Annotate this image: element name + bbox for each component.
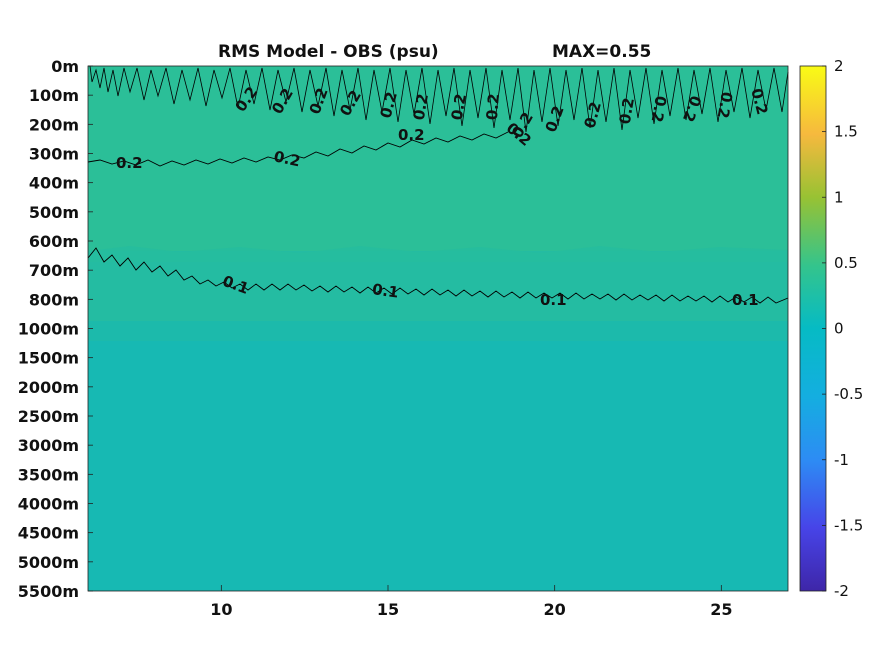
y-tick-label: 3500m	[18, 465, 79, 484]
y-tick-label: 700m	[29, 261, 79, 280]
y-tick-label: 4500m	[18, 524, 79, 543]
colorbar-tick-label: 0.5	[834, 254, 858, 272]
y-tick-label: 200m	[29, 115, 79, 134]
colorbar-tick-label: 0	[834, 320, 844, 338]
contour-label-0.2-b: 0.2	[272, 147, 302, 170]
colorbar: 2 1.5 1 0.5 0 -0.5 -1 -1.5 -2	[799, 57, 863, 600]
contour-label-0.2-s: 0.2	[714, 90, 736, 119]
contour-label-0.2-j: 0.2	[448, 92, 470, 121]
y-tick-label: 800m	[29, 290, 79, 309]
heat-band-deep	[88, 341, 788, 591]
contour-label-0.2-a: 0.2	[116, 154, 143, 172]
max-label: MAX=0.55	[552, 42, 652, 62]
contour-label-0.2-i: 0.2	[410, 92, 432, 121]
colorbar-ticks: 2 1.5 1 0.5 0 -0.5 -1 -1.5 -2	[822, 57, 863, 600]
colorbar-tick-label: 1	[834, 188, 844, 206]
heat-band-mid	[88, 251, 788, 321]
heat-band-transition	[88, 246, 788, 262]
chart-title: RMS Model - OBS (psu)	[218, 42, 439, 62]
y-tick-label: 5000m	[18, 553, 79, 572]
x-tick-label: 10	[210, 600, 232, 619]
y-axis: 0m 100m 200m 300m 400m 500m 600m 700m 800m 1000m 1…	[18, 57, 93, 601]
y-tick-label: 4000m	[18, 495, 79, 514]
contour-label-0.1-d: 0.1	[732, 291, 759, 309]
contour-0.1	[87, 247, 789, 304]
y-tick-label: 300m	[29, 145, 79, 164]
colorbar-gradient	[800, 66, 826, 591]
colorbar-tick-label: -2	[834, 582, 849, 600]
y-tick-label: 400m	[29, 174, 79, 193]
contour-label-0.2-c: 0.2	[398, 126, 425, 144]
colorbar-tick-label: -0.5	[834, 385, 863, 403]
contour-label-0.2-p: 0.2	[616, 96, 638, 125]
contour-label-0.2-k: 0.2	[483, 93, 503, 121]
y-tick-label: 1500m	[18, 349, 79, 368]
y-tick-label: 600m	[29, 232, 79, 251]
heat-band-lower	[88, 321, 788, 341]
contour-label-0.1-b: 0.1	[371, 280, 400, 302]
x-axis: 10 15 20 25	[210, 585, 732, 619]
plot-area: 0.2 0.2 0.2 0.2 0.2 0.2 0.2 0.2 0.2 0.2 …	[87, 65, 789, 592]
y-tick-label: 0m	[51, 57, 79, 76]
contour-surface	[89, 65, 789, 133]
contour-label-0.1-c: 0.1	[540, 291, 567, 309]
y-tick-label: 2000m	[18, 378, 79, 397]
colorbar-tick-label: 2	[834, 57, 844, 75]
y-tick-label: 2500m	[18, 407, 79, 426]
y-tick-label: 100m	[29, 86, 79, 105]
y-tick-label: 5500m	[18, 582, 79, 601]
colorbar-tick-label: -1.5	[834, 516, 863, 534]
y-tick-label: 500m	[29, 203, 79, 222]
y-tick-label: 3000m	[18, 436, 79, 455]
x-tick-label: 25	[710, 600, 732, 619]
x-tick-label: 15	[377, 600, 399, 619]
x-tick-label: 20	[544, 600, 566, 619]
colorbar-tick-label: 1.5	[834, 123, 858, 141]
contour-0.2	[87, 131, 509, 167]
colorbar-tick-label: -1	[834, 451, 849, 469]
y-tick-label: 1000m	[18, 320, 79, 339]
contour-label-0.2-q: 0.2	[648, 94, 670, 123]
heat-band-upper	[88, 66, 788, 251]
